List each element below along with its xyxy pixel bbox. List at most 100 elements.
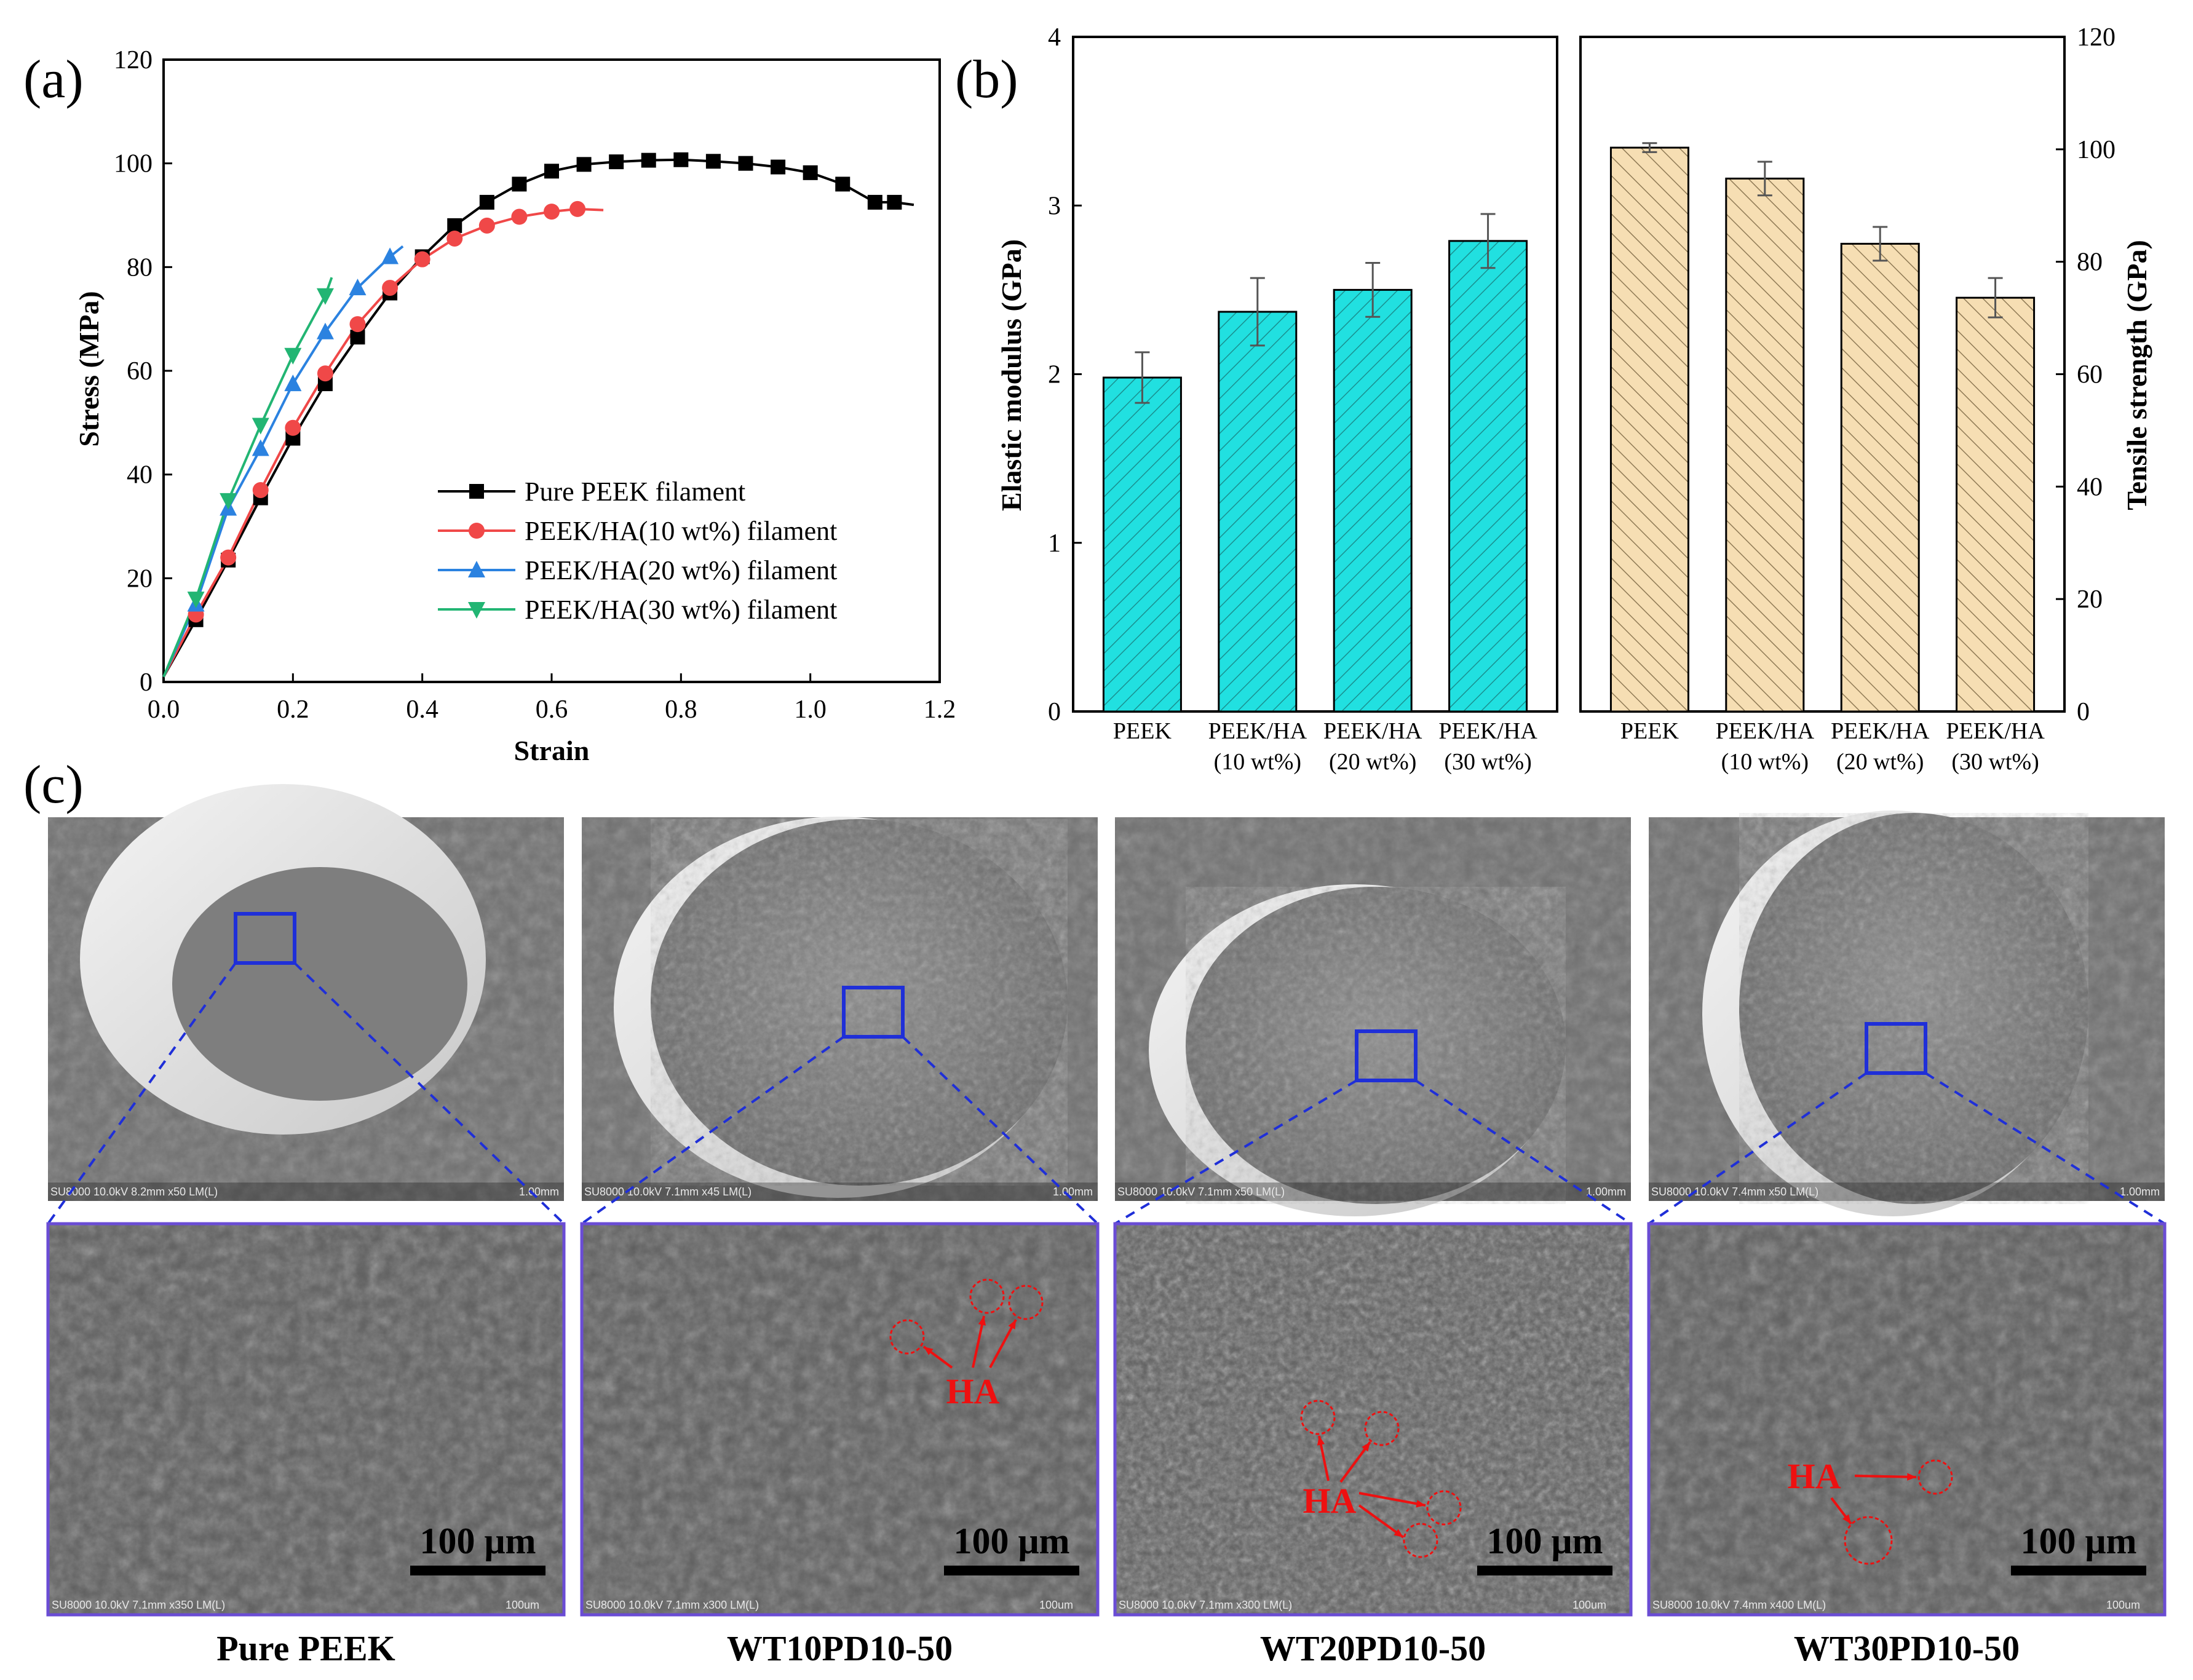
ha-arrowhead — [1317, 1436, 1325, 1446]
sem-footer — [1649, 1183, 2165, 1201]
sem-meta-zoom: SU8000 10.0kV 7.1mm x300 LM(L) — [585, 1599, 759, 1611]
data-point-0 — [512, 176, 527, 192]
data-point-1 — [478, 217, 495, 234]
sem-footer — [582, 1183, 1098, 1201]
sem-column-3: SU8000 10.0kV 7.4mm x50 LM(L) 1.00mm SU800… — [1647, 810, 2167, 1668]
data-point-1 — [252, 481, 269, 498]
legend-label-3: PEEK/HA(30 wt%) filament — [525, 595, 837, 625]
bar-modulus — [1333, 288, 1413, 713]
sem-images: SU8000 10.0kV 8.2mm x50 LM(L) 1.00mmSU800… — [46, 784, 2167, 1668]
y-tick-label-a: 0 — [140, 668, 153, 697]
data-point-1 — [220, 549, 237, 566]
sem-scale-overview: 1.00mm — [1053, 1186, 1093, 1198]
category-label-modulus: PEEK/HA — [1438, 718, 1537, 744]
data-point-1 — [446, 230, 463, 247]
data-point-3 — [284, 347, 302, 365]
axes-b: 0 1 2 3 4 PEEK PEEK/HA (10 wt%) PEEK/HA (20 wt%) P… — [1048, 23, 2116, 775]
y-tick-label-strength: 60 — [2077, 361, 2103, 389]
bar-strength — [1840, 242, 1920, 713]
ha-arrow — [1854, 1475, 1917, 1478]
data-point-2 — [284, 374, 302, 392]
bar-modulus — [1448, 240, 1528, 713]
category-label-strength: PEEK/HA — [1946, 718, 2045, 744]
ha-circle — [969, 1278, 1005, 1314]
sample-name: Pure PEEK — [216, 1628, 395, 1668]
scale-bar-label: 100 μm — [420, 1521, 536, 1561]
sem-footer — [1115, 1183, 1631, 1201]
category-label-strength: PEEK/HA — [1831, 718, 1930, 744]
data-point-3 — [220, 493, 237, 510]
y-axis-title-a: Stress (MPa) — [73, 291, 105, 446]
y-axis-title-strength: Tensile strength (GPa) — [2121, 240, 2152, 510]
y-tick-label-a: 60 — [127, 357, 153, 386]
legend-marker-3 — [468, 602, 485, 619]
sem-zoom-texture — [48, 1224, 564, 1615]
data-point-1 — [349, 316, 366, 333]
fracture-surface — [172, 867, 467, 1101]
selection-box — [234, 912, 296, 965]
data-point-1 — [285, 419, 301, 436]
panel-label-a: (a) — [23, 50, 84, 109]
y-tick-label-a: 100 — [114, 150, 153, 178]
bars-b — [1102, 142, 2036, 713]
y-tick-label-a: 20 — [127, 565, 153, 593]
y-tick-label-strength: 40 — [2077, 473, 2103, 501]
ha-arrowhead — [1362, 1442, 1370, 1452]
data-point-1 — [414, 251, 430, 267]
y-tick-label-modulus: 3 — [1048, 192, 1061, 220]
ha-circle — [1300, 1400, 1336, 1435]
data-point-3 — [187, 592, 205, 609]
fracture-texture — [1186, 887, 1566, 1204]
ha-circle — [1426, 1490, 1462, 1526]
legend-marker-1 — [469, 523, 485, 539]
data-point-0 — [544, 164, 559, 179]
ha-label: HA — [946, 1371, 1000, 1411]
y-axis-title-modulus: Elastic modulus (GPa) — [996, 239, 1027, 511]
ha-circle — [1844, 1516, 1893, 1565]
data-point-2 — [316, 322, 334, 339]
sample-name: WT10PD10-50 — [727, 1628, 953, 1668]
y-tick-label-modulus: 2 — [1048, 361, 1061, 389]
data-point-3 — [316, 288, 334, 305]
sem-meta-zoom: SU8000 10.0kV 7.4mm x400 LM(L) — [1652, 1599, 1826, 1611]
data-point-1 — [511, 208, 528, 225]
selection-box — [842, 986, 905, 1039]
x-tick-label-a: 0.0 — [148, 695, 180, 724]
zoom-connector — [581, 1036, 845, 1225]
fracture-texture — [651, 819, 1068, 1186]
ha-label: HA — [1788, 1456, 1841, 1496]
data-point-1 — [317, 365, 333, 382]
fracture-texture — [1739, 813, 2088, 1204]
panel-label-c: (c) — [23, 755, 84, 815]
category-label-strength: (30 wt%) — [1951, 749, 2039, 775]
axes-a: 0.0 0.2 0.4 0.6 0.8 1.0 1.2 0 20 40 60 80 100 120 — [114, 46, 956, 724]
zoom-connector — [1924, 1072, 2166, 1225]
scale-bar — [2011, 1566, 2146, 1575]
sem-zoom-frame — [1113, 1222, 1633, 1617]
sem-scale-zoom: 100um — [1572, 1599, 1606, 1611]
scale-bar-label: 100 μm — [954, 1521, 1070, 1561]
panel-label-b: (b) — [955, 50, 1018, 109]
scale-bar — [410, 1566, 545, 1575]
data-point-1 — [569, 200, 586, 217]
ha-arrow — [1358, 1504, 1405, 1539]
ha-arrowhead — [978, 1316, 986, 1326]
x-tick-label-a: 0.2 — [277, 695, 309, 724]
bar-modulus — [1218, 311, 1298, 713]
sem-meta-zoom: SU8000 10.0kV 7.1mm x350 LM(L) — [52, 1599, 225, 1611]
data-point-1 — [544, 204, 560, 220]
y-tick-label-modulus: 1 — [1048, 529, 1061, 558]
x-tick-label-a: 0.4 — [406, 695, 438, 724]
category-label-modulus: (20 wt%) — [1329, 749, 1416, 775]
y-tick-label-a: 80 — [127, 253, 153, 282]
sem-zoom-texture — [582, 1224, 1098, 1615]
y-tick-label-strength: 100 — [2077, 136, 2116, 164]
data-point-0 — [803, 165, 818, 180]
data-point-0 — [705, 154, 721, 169]
sem-zoom-frame — [1647, 1222, 2167, 1617]
y-tick-label-strength: 80 — [2077, 248, 2103, 277]
legend-a: Pure PEEK filament PEEK/HA(10 wt%) filame… — [438, 477, 837, 625]
data-point-2 — [252, 439, 269, 456]
category-label-modulus: PEEK/HA — [1323, 718, 1422, 744]
data-point-0 — [867, 194, 882, 210]
